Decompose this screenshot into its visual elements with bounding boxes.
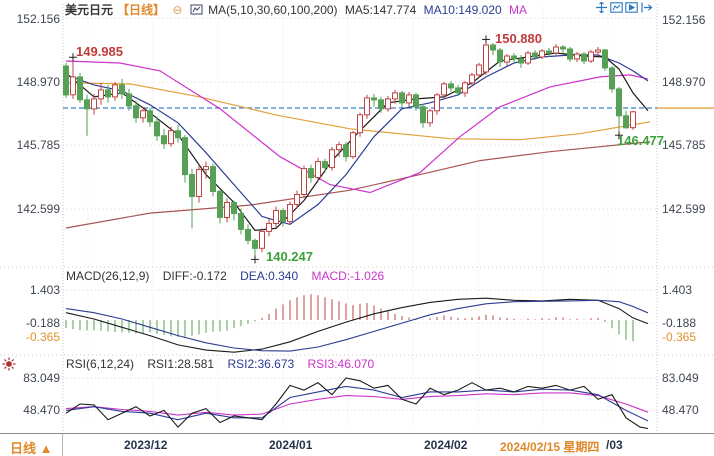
- low-price-marker: 140.247: [266, 249, 313, 264]
- bottom-bar-divider: [62, 434, 63, 456]
- x-label-date: 2024/02: [424, 438, 468, 452]
- time-axis-bar: 日线 ▲ 2023/12 2024/01 2024/02 /03 2024/02…: [0, 433, 714, 456]
- y-label-main: 152.156: [662, 13, 706, 27]
- y-label-macd: 1.403: [29, 283, 60, 297]
- chart-header: 美元日元 【日线】 ⊖ MA(5,10,30,60,100,200) MA5:14…: [65, 1, 531, 18]
- rsi2-value: RSI2:36.673: [227, 357, 295, 371]
- period-selector[interactable]: 日线 ▲: [10, 441, 53, 456]
- playback-forward-icon[interactable]: [625, 2, 638, 13]
- macd-current-value: -0.365: [25, 330, 60, 344]
- macd-header[interactable]: MACD(26,12,9) DIFF:-0.172 DEA:0.340 MACD…: [66, 269, 394, 283]
- low-price-marker: 146.477: [617, 133, 664, 148]
- triangle-up-icon: ▲: [39, 441, 53, 456]
- collapse-icon[interactable]: ⊖: [172, 3, 183, 17]
- rsi-title: RSI(6,12,24): [66, 357, 135, 371]
- y-label-main: 142.599: [662, 202, 706, 216]
- y-label-rsi: 83.049: [662, 371, 699, 385]
- y-label-main: 142.599: [16, 202, 60, 216]
- y-label-main: 152.156: [16, 12, 60, 26]
- y-label-main: 148.970: [16, 75, 60, 89]
- chart-toolbar: [595, 2, 653, 13]
- macd-diff-value: DIFF:-0.172: [162, 269, 227, 283]
- selected-date-label: 2024/02/15 星期四: [498, 438, 602, 455]
- x-label-date: 2023/12: [124, 438, 168, 452]
- ma-settings-label[interactable]: MA(5,10,30,60,100,200): [208, 3, 338, 17]
- macd-title: MACD(26,12,9): [66, 269, 150, 283]
- rsi3-value: RSI3:46.070: [307, 357, 375, 371]
- period-tag: 【日线】: [117, 3, 166, 17]
- rsi1-value: RSI1:28.581: [147, 357, 215, 371]
- rsi-header[interactable]: RSI(6,12,24) RSI1:28.581 RSI2:36.673 RSI…: [66, 357, 384, 371]
- macd-dea-value: DEA:0.340: [240, 269, 299, 283]
- x-label-date: 2024/01: [269, 438, 313, 452]
- high-price-marker: 150.880: [495, 31, 542, 46]
- y-label-rsi: 83.049: [23, 371, 60, 385]
- exit-right-icon[interactable]: [640, 2, 653, 13]
- macd-current-value: -0.365: [662, 330, 697, 344]
- ma-chart-icon: [190, 4, 203, 15]
- y-label-rsi: 48.470: [23, 403, 60, 417]
- indicator-window-icon[interactable]: [610, 2, 623, 13]
- ma5-value: MA5:147.774: [344, 3, 417, 17]
- y-label-main: 148.970: [662, 75, 706, 89]
- macd-value: MACD:-1.026: [311, 269, 385, 283]
- y-label-main: 145.785: [662, 138, 706, 152]
- y-label-macd: -0.188: [662, 316, 697, 330]
- indicator-settings-icon[interactable]: [2, 357, 16, 371]
- crosshair-icon[interactable]: [595, 2, 608, 13]
- ma30-value: MA: [509, 3, 528, 17]
- symbol-name: 美元日元: [65, 3, 114, 17]
- y-label-macd: 1.403: [662, 283, 693, 297]
- y-label-main: 145.785: [16, 138, 60, 152]
- ma10-value: MA10:149.020: [423, 3, 502, 17]
- chart-canvas[interactable]: [0, 0, 714, 432]
- high-price-marker: 149.985: [76, 44, 123, 59]
- x-label-date: /03: [606, 438, 623, 452]
- y-label-macd: -0.188: [25, 316, 60, 330]
- y-label-rsi: 48.470: [662, 403, 699, 417]
